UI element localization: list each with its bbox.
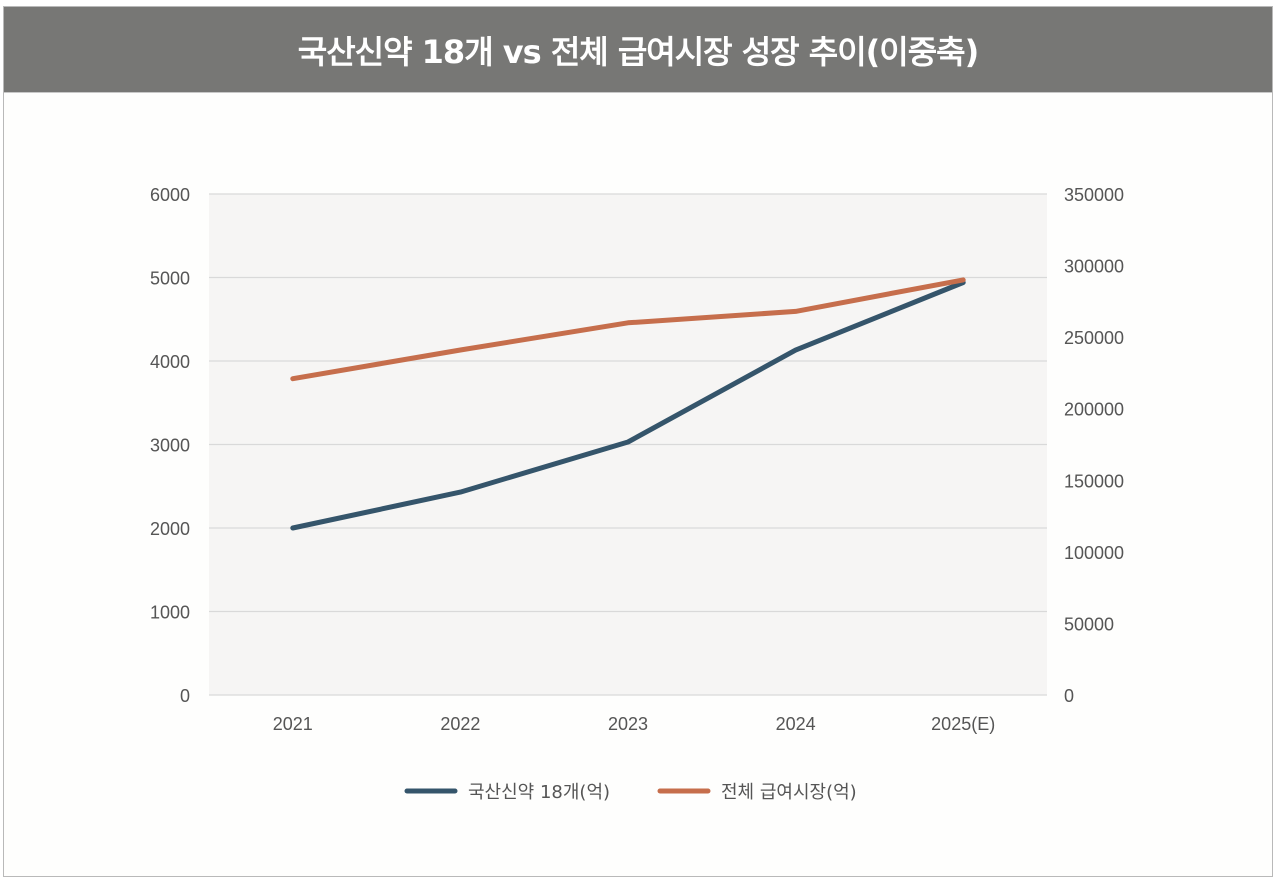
legend-label: 국산신약 18개(억)	[468, 782, 610, 803]
x-tick-label: 2023	[608, 714, 648, 734]
legend-item: 국산신약 18개(억)	[404, 782, 610, 803]
left-tick-label: 0	[180, 686, 190, 706]
right-tick-label: 200000	[1064, 400, 1124, 420]
series-lines	[290, 277, 966, 531]
chart-title: 국산신약 18개 vs 전체 급여시장 성장 추이(이중축)	[297, 32, 979, 71]
right-axis-ticks: 0 50000 100000 150000 200000 250000 300000 3500…	[1064, 185, 1124, 706]
left-axis-ticks: 0 1000 2000 3000 4000 5000 6000	[150, 185, 190, 706]
legend-label: 전체 급여시장(억)	[721, 782, 857, 803]
right-tick-label: 0	[1064, 686, 1074, 706]
left-tick-label: 5000	[150, 269, 190, 289]
right-tick-label: 100000	[1064, 543, 1124, 563]
title-bar: 국산신약 18개 vs 전체 급여시장 성장 추이(이중축)	[4, 7, 1272, 93]
right-tick-label: 350000	[1064, 185, 1124, 205]
x-axis-ticks: 2021 2022 2023 2024 2025(E)	[273, 714, 995, 734]
right-tick-label: 300000	[1064, 257, 1124, 277]
x-tick-label: 2021	[273, 714, 313, 734]
left-tick-label: 2000	[150, 519, 190, 539]
left-tick-label: 4000	[150, 352, 190, 372]
right-tick-label: 50000	[1064, 614, 1114, 634]
right-tick-label: 250000	[1064, 328, 1124, 348]
left-tick-label: 6000	[150, 185, 190, 205]
x-tick-label: 2022	[440, 714, 480, 734]
left-tick-label: 3000	[150, 436, 190, 456]
legend: 국산신약 18개(억) 전체 급여시장(억)	[404, 782, 857, 803]
x-tick-label: 2025(E)	[931, 714, 995, 734]
gridlines	[209, 193, 1047, 696]
right-tick-label: 150000	[1064, 471, 1124, 491]
legend-item: 전체 급여시장(억)	[657, 782, 857, 803]
left-tick-label: 1000	[150, 603, 190, 623]
x-tick-label: 2024	[776, 714, 816, 734]
